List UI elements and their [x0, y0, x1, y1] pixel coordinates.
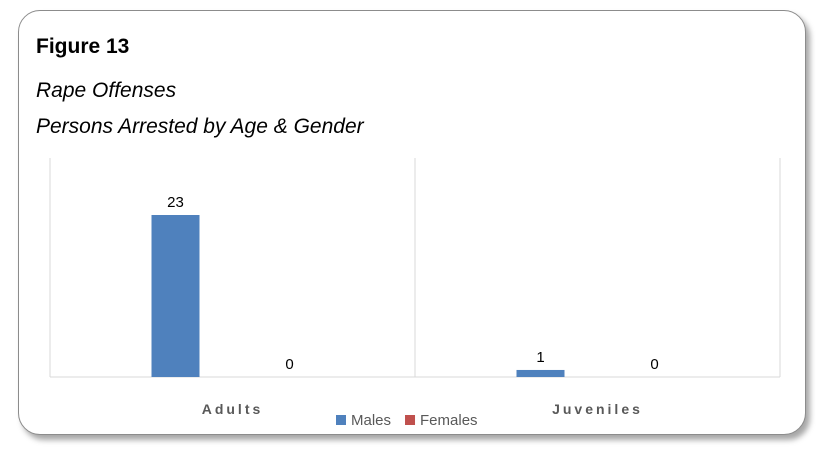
bar-males-adults	[151, 215, 200, 377]
bar-males-juveniles	[516, 369, 565, 377]
legend-label-males: Males	[351, 412, 391, 429]
data-label-males-juveniles: 1	[536, 349, 544, 366]
category-labels-group: Adults Juveniles	[202, 401, 643, 417]
value-labels-group: 23 0 1 0	[167, 194, 659, 373]
legend-swatch-males	[336, 415, 346, 425]
data-label-males-adults: 23	[167, 194, 184, 211]
data-label-females-juveniles: 0	[650, 356, 658, 373]
category-label-juveniles: Juveniles	[552, 401, 643, 417]
figure-label: Figure 13	[36, 35, 130, 58]
chart-subtitle-line2: Persons Arrested by Age & Gender	[36, 115, 364, 138]
bars-group	[151, 215, 565, 377]
chart-card	[18, 10, 806, 435]
legend-label-females: Females	[420, 412, 478, 429]
data-label-females-adults: 0	[285, 356, 293, 373]
chart-subtitle-line1: Rape Offenses	[36, 79, 177, 102]
legend-swatch-females	[405, 415, 416, 425]
category-label-adults: Adults	[202, 401, 264, 417]
legend: Males Females	[336, 412, 478, 429]
